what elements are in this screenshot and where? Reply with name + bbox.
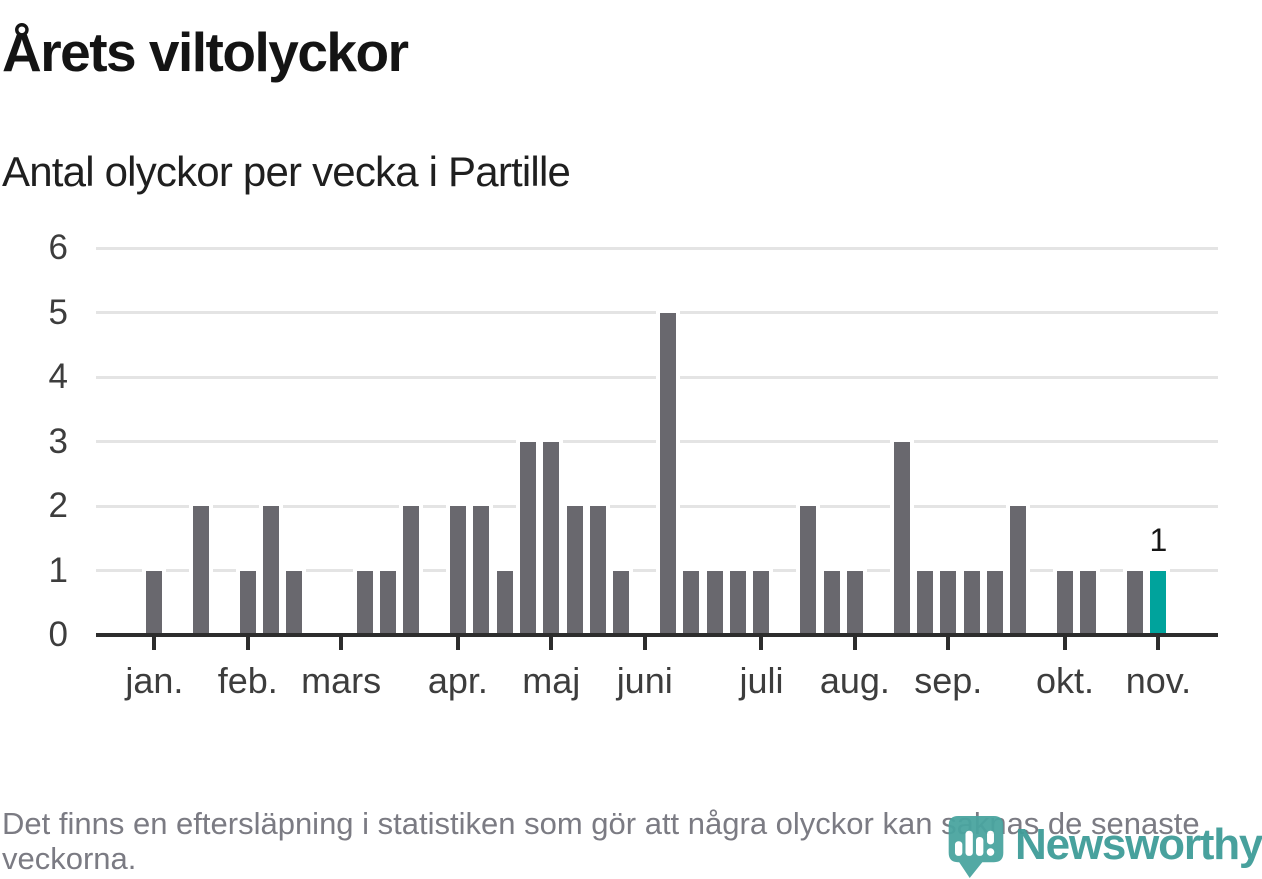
bar-week-27 bbox=[706, 570, 723, 635]
newsworthy-pin-barchart-icon bbox=[948, 816, 1004, 878]
x-axis-label-feb: feb. bbox=[217, 660, 278, 701]
x-axis-tick-jan bbox=[152, 637, 157, 650]
x-axis-label-juli: juli bbox=[739, 660, 784, 701]
bar-week-23 bbox=[613, 570, 630, 635]
x-axis-tick-feb bbox=[245, 637, 250, 650]
x-axis-tick-sep bbox=[946, 637, 951, 650]
bar-week-37 bbox=[940, 570, 957, 635]
x-axis-label-maj: maj bbox=[522, 660, 581, 701]
x-axis-label-aug: aug. bbox=[819, 660, 890, 701]
logo-wordmark: Newsworthy bbox=[1015, 820, 1262, 869]
highlight-value-label: 1 bbox=[1149, 521, 1168, 558]
bar-week-20 bbox=[543, 441, 560, 635]
x-axis-label-nov: nov. bbox=[1125, 660, 1192, 701]
bar-week-29 bbox=[753, 570, 770, 635]
x-axis-tick-mars bbox=[339, 637, 344, 650]
gridline-y-5 bbox=[96, 311, 1218, 314]
bar-week-9 bbox=[286, 570, 303, 635]
bar-week-28 bbox=[730, 570, 747, 635]
bar-week-13 bbox=[379, 570, 396, 635]
bar-week-32 bbox=[823, 570, 840, 635]
chart-subtitle: Antal olyckor per vecka i Partille bbox=[2, 148, 571, 195]
bar-week-43 bbox=[1080, 570, 1097, 635]
bar-week-7 bbox=[239, 570, 256, 635]
x-axis-tick-nov bbox=[1156, 637, 1161, 650]
gridline-y-4 bbox=[96, 375, 1218, 379]
x-axis-label-sep: sep. bbox=[914, 660, 983, 701]
bar-week-16 bbox=[449, 506, 466, 635]
x-axis-tick-maj bbox=[549, 637, 554, 650]
bar-week-40 bbox=[1010, 506, 1027, 635]
x-axis-label-juni: juni bbox=[616, 660, 673, 701]
bar-week-26 bbox=[683, 570, 700, 635]
y-axis-label-6: 6 bbox=[48, 228, 68, 267]
gridline-y-1 bbox=[96, 569, 1218, 572]
x-axis-tick-apr bbox=[455, 637, 460, 650]
x-axis-tick-aug bbox=[852, 637, 857, 650]
x-axis-line bbox=[96, 633, 1218, 637]
x-axis-label-mars: mars bbox=[301, 660, 382, 701]
gridline-y-6 bbox=[96, 246, 1218, 250]
bar-week-8 bbox=[263, 506, 280, 635]
bar-week-45 bbox=[1127, 570, 1144, 635]
gridline-y-3 bbox=[96, 440, 1218, 443]
bar-week-19 bbox=[519, 441, 536, 635]
bar-week-35 bbox=[893, 441, 910, 635]
bar-week-21 bbox=[566, 506, 583, 635]
bar-week-31 bbox=[800, 506, 817, 635]
y-axis-label-4: 4 bbox=[48, 357, 68, 396]
bar-week-36 bbox=[916, 570, 933, 635]
x-axis-label-okt: okt. bbox=[1036, 660, 1095, 701]
newsworthy-logo: Newsworthy bbox=[948, 816, 1262, 878]
bar-week-17 bbox=[473, 506, 490, 635]
bar-week-5 bbox=[193, 506, 210, 635]
x-axis-tick-juli bbox=[759, 637, 764, 650]
x-axis-tick-juni bbox=[642, 637, 647, 650]
bar-week-14 bbox=[403, 506, 420, 635]
bar-week-38 bbox=[963, 570, 980, 635]
bar-week-22 bbox=[590, 506, 607, 635]
bar-week-3 bbox=[146, 570, 163, 635]
bar-week-46-highlighted bbox=[1150, 570, 1167, 635]
y-axis-label-0: 0 bbox=[48, 615, 68, 654]
y-axis-label-1: 1 bbox=[48, 550, 68, 590]
x-axis-tick-okt bbox=[1063, 637, 1068, 650]
y-axis-label-5: 5 bbox=[48, 292, 68, 332]
bar-week-39 bbox=[986, 570, 1003, 635]
page-title: Årets viltolyckor bbox=[2, 21, 409, 83]
bar-week-25 bbox=[660, 312, 677, 635]
bar-week-42 bbox=[1057, 570, 1074, 635]
bar-week-33 bbox=[846, 570, 863, 635]
bar-week-18 bbox=[496, 570, 513, 635]
y-axis-label-3: 3 bbox=[48, 421, 68, 461]
x-axis-label-apr: apr. bbox=[427, 660, 488, 701]
x-axis-label-jan: jan. bbox=[125, 660, 184, 701]
y-axis-label-2: 2 bbox=[48, 486, 68, 525]
bar-week-12 bbox=[356, 570, 373, 635]
gridline-y-2 bbox=[96, 504, 1218, 508]
